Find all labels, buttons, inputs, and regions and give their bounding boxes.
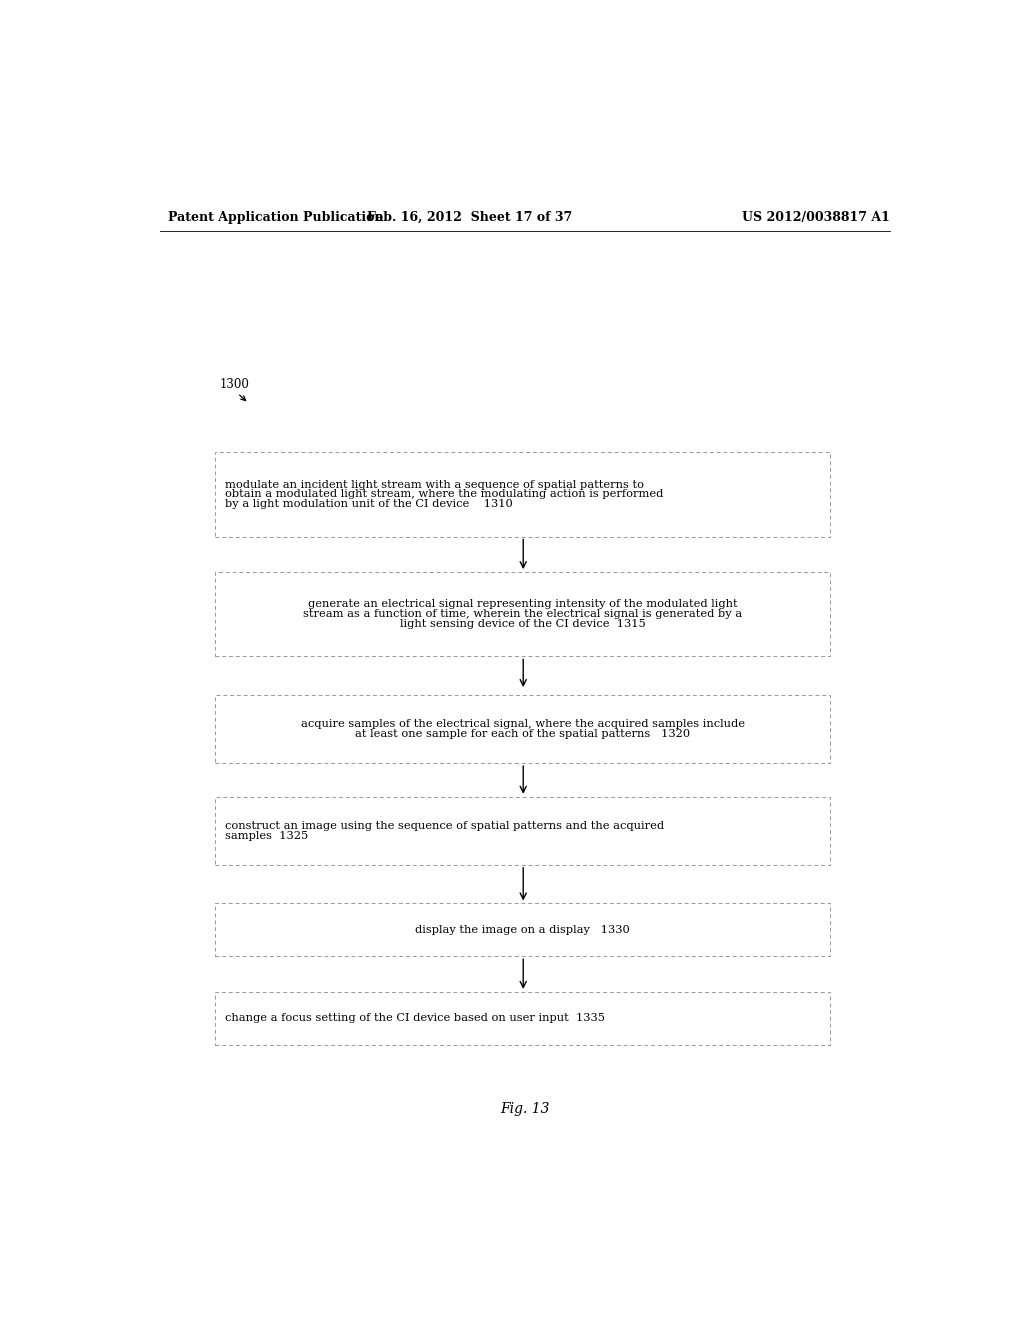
Text: Fig. 13: Fig. 13 (500, 1102, 550, 1115)
Text: US 2012/0038817 A1: US 2012/0038817 A1 (742, 211, 890, 224)
FancyBboxPatch shape (215, 696, 830, 763)
Text: generate an electrical signal representing intensity of the modulated light: generate an electrical signal representi… (308, 599, 737, 610)
Text: by a light modulation unit of the CI device    1310: by a light modulation unit of the CI dev… (225, 499, 513, 510)
FancyBboxPatch shape (215, 991, 830, 1044)
Text: obtain a modulated light stream, where the modulating action is performed: obtain a modulated light stream, where t… (225, 490, 664, 499)
Text: acquire samples of the electrical signal, where the acquired samples include: acquire samples of the electrical signal… (301, 719, 744, 729)
Text: stream as a function of time, wherein the electrical signal is generated by a: stream as a function of time, wherein th… (303, 610, 742, 619)
Text: display the image on a display   1330: display the image on a display 1330 (416, 925, 630, 935)
Text: Feb. 16, 2012  Sheet 17 of 37: Feb. 16, 2012 Sheet 17 of 37 (367, 211, 571, 224)
FancyBboxPatch shape (215, 453, 830, 536)
Text: 1300: 1300 (219, 378, 249, 391)
Text: Patent Application Publication: Patent Application Publication (168, 211, 383, 224)
Text: construct an image using the sequence of spatial patterns and the acquired: construct an image using the sequence of… (225, 821, 664, 830)
FancyBboxPatch shape (215, 797, 830, 865)
Text: light sensing device of the CI device  1315: light sensing device of the CI device 13… (400, 619, 646, 630)
FancyBboxPatch shape (215, 572, 830, 656)
FancyBboxPatch shape (215, 903, 830, 956)
Text: samples  1325: samples 1325 (225, 830, 308, 841)
Text: change a focus setting of the CI device based on user input  1335: change a focus setting of the CI device … (225, 1014, 605, 1023)
Text: at least one sample for each of the spatial patterns   1320: at least one sample for each of the spat… (355, 729, 690, 739)
Text: modulate an incident light stream with a sequence of spatial patterns to: modulate an incident light stream with a… (225, 479, 644, 490)
